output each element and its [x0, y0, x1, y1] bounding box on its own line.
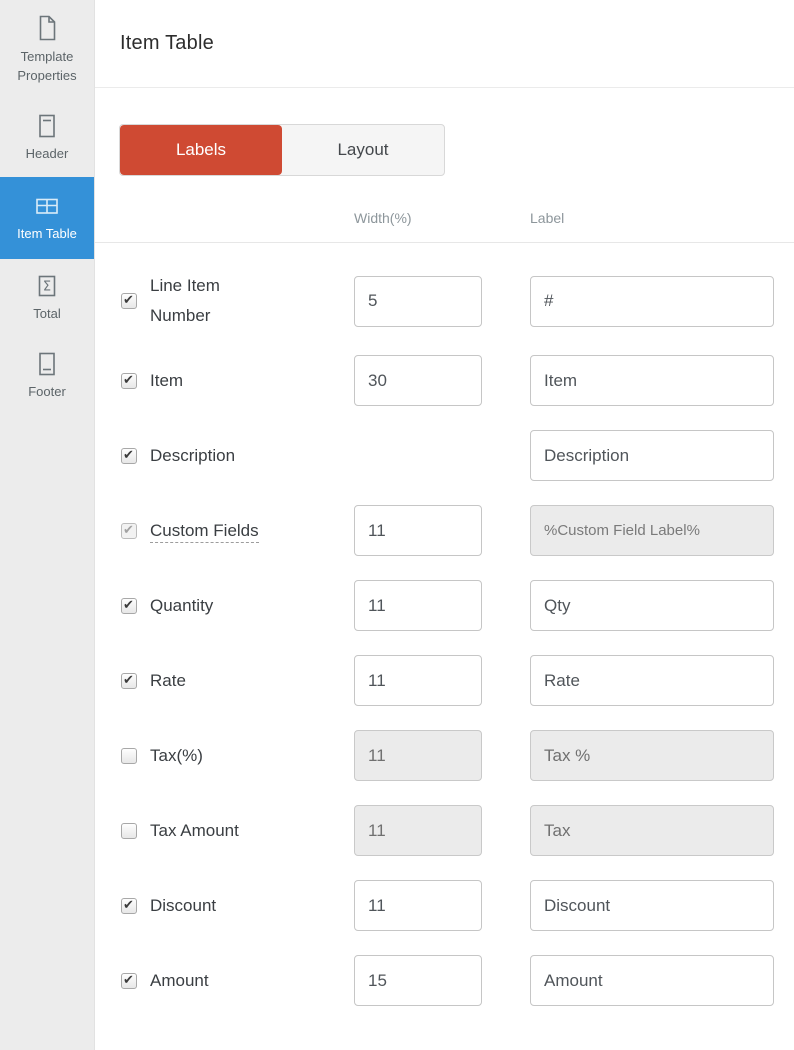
- table-row-amount: Amount: [119, 955, 774, 1006]
- label-input-description[interactable]: [530, 430, 774, 481]
- checkbox-line-item-number[interactable]: [121, 292, 137, 309]
- row-label-line-item-number: Line Item Number: [150, 276, 220, 325]
- row-label-description: Description: [150, 445, 236, 465]
- width-input-tax[interactable]: [354, 730, 482, 781]
- row-label-discount: Discount: [150, 895, 217, 915]
- sidebar-item-label: Template Properties: [17, 49, 77, 83]
- checkbox-quantity[interactable]: [121, 597, 137, 614]
- label-input-discount[interactable]: [530, 880, 774, 931]
- sidebar-item-label: Header: [25, 146, 69, 161]
- table-row-tax: Tax(%): [119, 730, 774, 781]
- column-headers: Width(%) Label: [95, 210, 794, 243]
- checkbox-description[interactable]: [121, 447, 137, 464]
- row-label-custom-fields: Custom Fields: [150, 516, 259, 546]
- width-input-line-item-number[interactable]: [354, 275, 482, 327]
- header-icon: [34, 113, 60, 139]
- table-row-quantity: Quantity: [119, 580, 774, 631]
- sidebar-item-footer[interactable]: Footer: [0, 337, 94, 415]
- row-label-tax: Tax(%): [150, 745, 203, 765]
- width-input-tax-amount[interactable]: [354, 805, 482, 856]
- sidebar-item-label: Item Table: [17, 226, 77, 241]
- table-row-item: Item: [119, 355, 774, 406]
- checkbox-amount[interactable]: [121, 972, 137, 989]
- row-label-amount: Amount: [150, 970, 209, 990]
- sidebar-item-header[interactable]: Header: [0, 99, 94, 177]
- column-header-label: Label: [530, 210, 565, 226]
- checkbox-rate[interactable]: [121, 672, 137, 689]
- label-input-line-item-number[interactable]: [530, 275, 774, 327]
- table-icon: [34, 193, 60, 219]
- table-row-custom-fields: Custom Fields: [119, 505, 774, 556]
- sidebar-item-total[interactable]: Σ Total: [0, 259, 94, 337]
- document-icon: [34, 14, 60, 42]
- table-row-line-item-number: Line Item Number: [119, 271, 774, 331]
- checkbox-custom-fields[interactable]: [121, 522, 137, 539]
- table-row-tax-amount: Tax Amount: [119, 805, 774, 856]
- tabs-section: Labels Layout: [95, 88, 794, 176]
- row-label-item: Item: [150, 370, 184, 390]
- table-row-rate: Rate: [119, 655, 774, 706]
- width-input-rate[interactable]: [354, 655, 482, 706]
- checkbox-tax-amount[interactable]: [121, 822, 137, 839]
- label-input-item[interactable]: [530, 355, 774, 406]
- main-panel: Item Table Labels Layout Width(%) Label …: [95, 0, 794, 1050]
- row-label-quantity: Quantity: [150, 595, 214, 615]
- svg-text:Σ: Σ: [43, 280, 51, 295]
- tab-labels[interactable]: Labels: [120, 125, 282, 175]
- sigma-icon: Σ: [34, 273, 60, 299]
- label-input-amount[interactable]: [530, 955, 774, 1006]
- label-input-rate[interactable]: [530, 655, 774, 706]
- width-input-amount[interactable]: [354, 955, 482, 1006]
- table-row-discount: Discount: [119, 880, 774, 931]
- width-input-discount[interactable]: [354, 880, 482, 931]
- width-input-item[interactable]: [354, 355, 482, 406]
- sidebar-item-label: Footer: [28, 384, 66, 399]
- sidebar-item-label: Total: [33, 306, 61, 321]
- label-input-tax[interactable]: [530, 730, 774, 781]
- row-label-tax-amount: Tax Amount: [150, 820, 239, 840]
- table-row-description: Description: [119, 430, 774, 481]
- label-input-custom-fields[interactable]: [530, 505, 774, 556]
- width-input-custom-fields[interactable]: [354, 505, 482, 556]
- width-input-quantity[interactable]: [354, 580, 482, 631]
- sidebar: Template Properties Header Item Table: [0, 0, 95, 1050]
- label-input-tax-amount[interactable]: [530, 805, 774, 856]
- label-input-quantity[interactable]: [530, 580, 774, 631]
- checkbox-item[interactable]: [121, 372, 137, 389]
- page-header: Item Table: [95, 0, 794, 88]
- tab-layout[interactable]: Layout: [337, 140, 389, 159]
- sidebar-item-template-properties[interactable]: Template Properties: [0, 0, 94, 99]
- field-rows: Line Item Number Item Description Custom…: [95, 243, 794, 1050]
- row-label-rate: Rate: [150, 670, 186, 690]
- tab-group: Labels Layout: [119, 124, 445, 176]
- footer-icon: [34, 351, 60, 377]
- checkbox-discount[interactable]: [121, 897, 137, 914]
- sidebar-item-item-table[interactable]: Item Table: [0, 177, 94, 259]
- checkbox-tax[interactable]: [121, 747, 137, 764]
- page-title: Item Table: [120, 32, 214, 54]
- column-header-width: Width(%): [354, 210, 412, 226]
